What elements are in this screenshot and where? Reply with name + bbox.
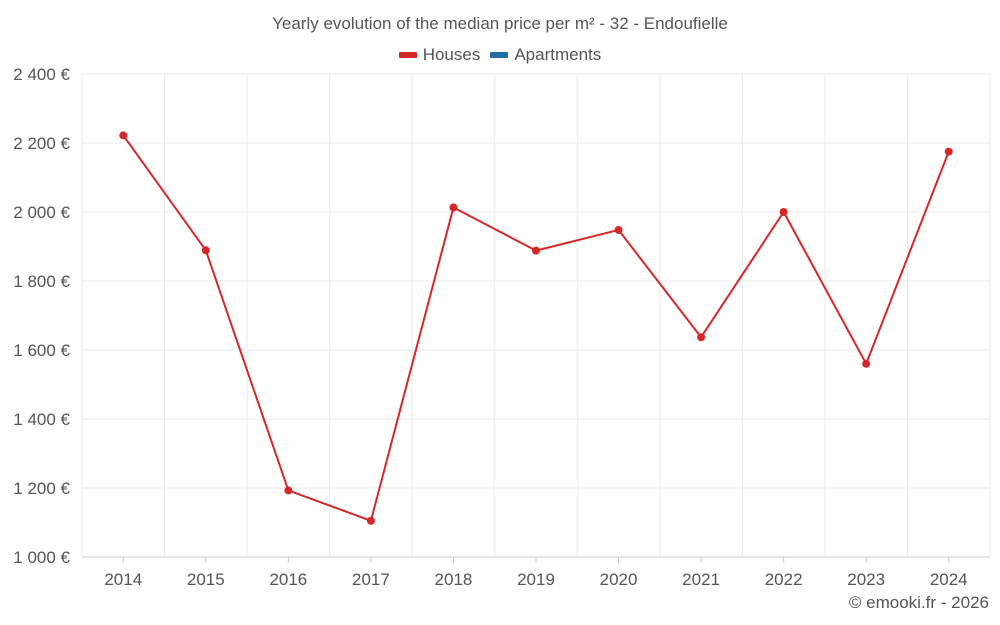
data-point-houses <box>366 516 375 525</box>
x-tick-label: 2017 <box>352 570 390 589</box>
data-point-houses <box>449 203 458 212</box>
legend-label-apartments: Apartments <box>514 45 602 64</box>
data-point-houses <box>614 225 623 234</box>
y-tick-label: 2 000 € <box>13 203 70 222</box>
legend-label-houses: Houses <box>422 45 481 64</box>
x-tick-label: 2018 <box>435 570 473 589</box>
y-tick-label: 1 400 € <box>13 410 70 429</box>
x-tick-label: 2014 <box>104 570 142 589</box>
y-tick-label: 1 200 € <box>13 479 70 498</box>
y-tick-label: 1 800 € <box>13 272 70 291</box>
data-point-houses <box>284 486 293 495</box>
y-tick-label: 1 600 € <box>13 341 70 360</box>
x-tick-label: 2022 <box>765 570 803 589</box>
data-point-houses <box>201 246 210 255</box>
y-tick-label: 1 000 € <box>13 548 70 567</box>
credit-text: © emooki.fr - 2026 <box>848 593 989 612</box>
x-tick-label: 2024 <box>930 570 968 589</box>
x-tick-label: 2020 <box>600 570 638 589</box>
data-point-houses <box>862 359 871 368</box>
legend-item-apartments[interactable]: Apartments <box>490 45 601 65</box>
y-tick-label: 2 400 € <box>13 65 70 84</box>
x-tick-label: 2021 <box>682 570 720 589</box>
data-point-houses <box>779 208 788 216</box>
legend-item-houses[interactable]: Houses <box>398 45 481 65</box>
data-point-houses <box>697 333 706 342</box>
data-point-houses <box>532 246 540 255</box>
x-tick-label: 2015 <box>187 570 225 589</box>
y-tick-label: 2 200 € <box>13 134 70 153</box>
chart-title: Yearly evolution of the median price per… <box>272 14 728 33</box>
chart-legend: Houses Apartments <box>0 45 1000 65</box>
data-point-houses <box>119 131 128 140</box>
legend-swatch-houses <box>398 52 417 58</box>
x-tick-label: 2023 <box>847 570 885 589</box>
x-tick-label: 2019 <box>517 570 555 589</box>
data-point-houses <box>944 147 953 156</box>
x-tick-label: 2016 <box>269 570 307 589</box>
legend-swatch-apartments <box>490 52 509 58</box>
